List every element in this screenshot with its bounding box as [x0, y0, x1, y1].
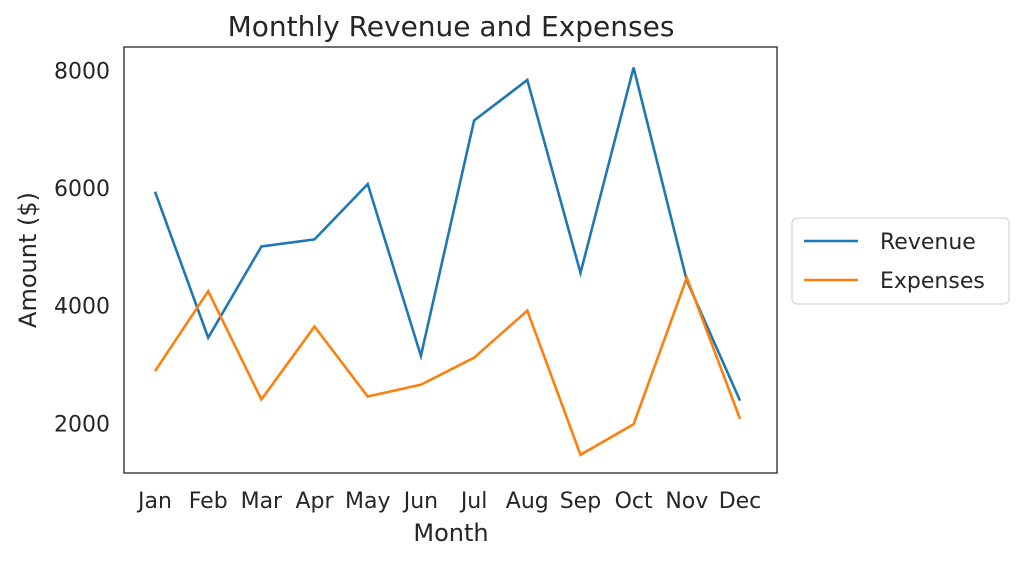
x-tick-label: Apr [296, 489, 335, 514]
series-line-revenue [153, 67, 742, 402]
legend-box [791, 217, 1010, 305]
y-tick-label: 8000 [54, 59, 110, 84]
legend-label: Revenue [880, 230, 976, 255]
x-axis-ticks: Jan Feb Mar Apr May Jun Jul Aug Sep Oct Nov Dec [136, 489, 761, 514]
x-tick-label: Jan [136, 489, 172, 514]
x-tick-label: Dec [719, 489, 762, 514]
y-tick-label: 2000 [54, 412, 110, 437]
chart-title: Monthly Revenue and Expenses [228, 10, 675, 43]
y-axis-ticks: 2000 4000 6000 8000 [54, 59, 110, 437]
x-tick-label: Aug [506, 489, 549, 514]
x-tick-label: Mar [241, 489, 283, 514]
x-tick-label: Feb [189, 489, 228, 514]
x-tick-label: Nov [665, 489, 708, 514]
y-tick-label: 6000 [54, 177, 110, 202]
series-line-expenses [153, 273, 742, 457]
plot-area [123, 46, 778, 474]
legend-label: Expenses [880, 269, 985, 294]
legend: Revenue Expenses [791, 217, 1010, 305]
x-tick-label: Jun [402, 489, 438, 514]
y-axis-label: Amount ($) [14, 192, 42, 328]
x-tick-label: Sep [560, 489, 601, 514]
series-lines [153, 67, 742, 457]
legend-entries: Revenue Expenses [804, 230, 985, 294]
y-tick-label: 4000 [54, 295, 110, 320]
x-tick-label: Jul [459, 489, 488, 514]
x-tick-label: May [345, 489, 390, 514]
x-tick-label: Oct [615, 489, 653, 514]
x-axis-label: Month [413, 519, 488, 547]
